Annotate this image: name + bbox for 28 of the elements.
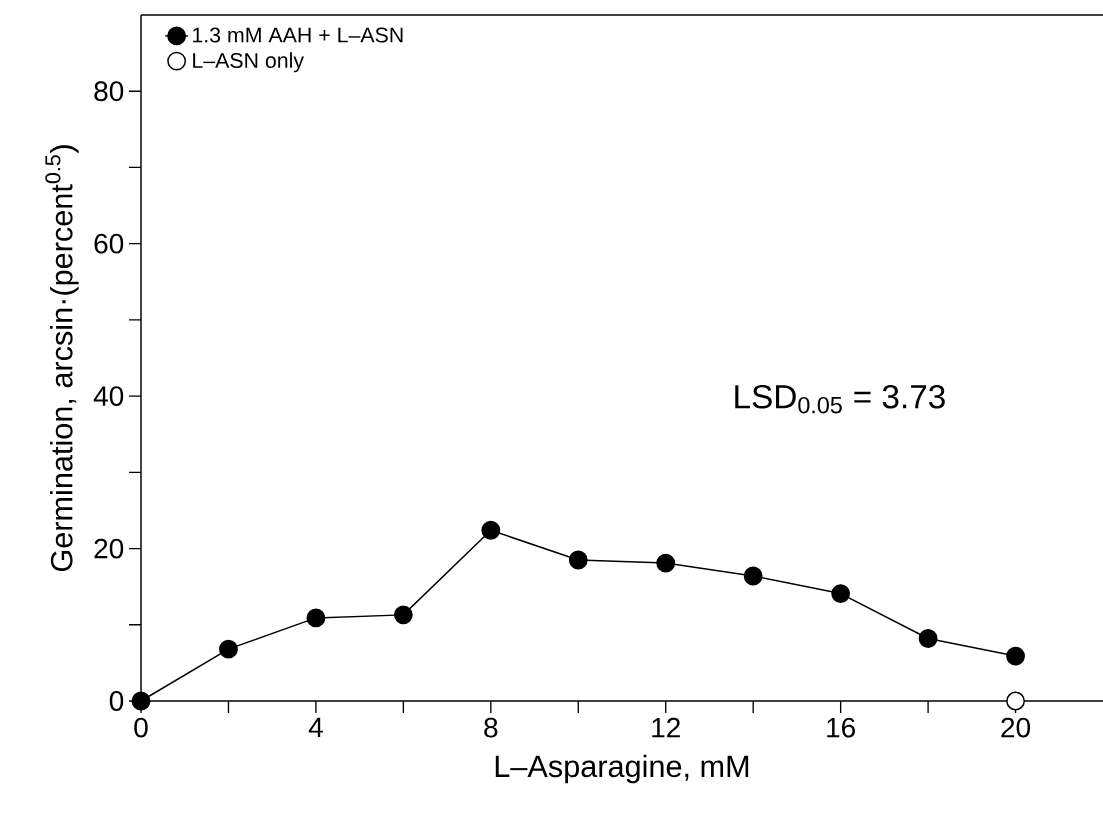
x-tick-label: 8 bbox=[484, 717, 498, 738]
y-tick-label: 40 bbox=[93, 386, 124, 407]
point bbox=[656, 553, 676, 573]
point bbox=[568, 550, 588, 570]
x-tick-label: 20 bbox=[1001, 717, 1031, 738]
point bbox=[831, 584, 851, 603]
x-tick-label: 12 bbox=[652, 717, 680, 738]
x-axis-title: L–Asparagine, mM bbox=[495, 754, 749, 784]
annotation: LSD$_{0.05}$ = 3.73 bbox=[735, 384, 945, 414]
x-tick-label: 4 bbox=[308, 717, 323, 737]
point bbox=[918, 629, 938, 648]
point bbox=[1006, 691, 1025, 711]
y-tick-label: 60 bbox=[94, 233, 124, 254]
point bbox=[131, 691, 151, 711]
legend-label: L–ASN only bbox=[193, 52, 304, 73]
x-tick-label: 0 bbox=[134, 717, 148, 738]
y-tick-label: 0 bbox=[109, 691, 124, 711]
y-tick-label: 80 bbox=[94, 81, 124, 102]
point bbox=[1006, 646, 1025, 666]
point bbox=[306, 608, 326, 628]
point bbox=[743, 566, 763, 586]
point bbox=[393, 605, 413, 625]
legend-label: 1.3 mM AAH + L–ASN bbox=[193, 27, 403, 43]
x-tick-label: 16 bbox=[827, 717, 855, 738]
point bbox=[219, 639, 238, 659]
y-tick-label: 20 bbox=[94, 538, 124, 559]
point bbox=[481, 520, 501, 540]
y-axis-title: Germination, arcsin·(percent$^{0.5}$) bbox=[45, 145, 79, 572]
